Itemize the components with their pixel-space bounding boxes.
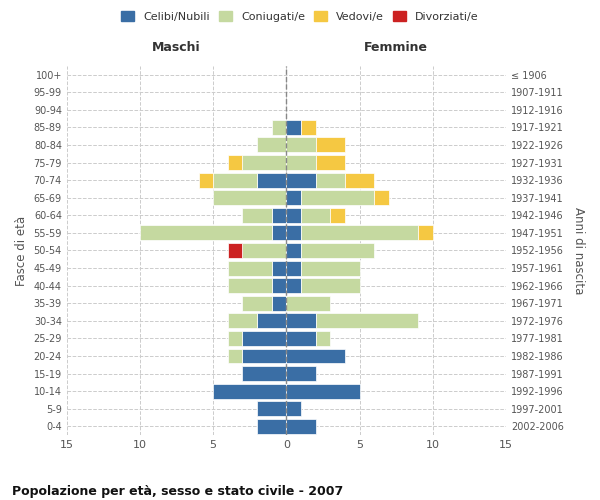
Bar [286, 172, 316, 188]
Text: Maschi: Maschi [152, 40, 201, 54]
Text: Femmine: Femmine [364, 40, 428, 54]
Bar [418, 226, 433, 240]
Bar [213, 172, 257, 188]
Bar [228, 155, 242, 170]
Bar [316, 172, 345, 188]
Bar [228, 348, 242, 364]
Bar [286, 348, 345, 364]
Bar [286, 331, 316, 346]
Text: Popolazione per età, sesso e stato civile - 2007: Popolazione per età, sesso e stato civil… [12, 484, 343, 498]
Bar [228, 243, 242, 258]
Bar [228, 260, 272, 276]
Bar [272, 278, 286, 293]
Bar [286, 419, 316, 434]
Bar [228, 331, 242, 346]
Bar [301, 260, 359, 276]
Bar [272, 296, 286, 310]
Bar [286, 402, 301, 416]
Bar [316, 155, 345, 170]
Bar [242, 348, 286, 364]
Bar [286, 243, 301, 258]
Bar [286, 366, 316, 381]
Bar [301, 190, 374, 205]
Bar [301, 208, 330, 223]
Bar [286, 384, 359, 398]
Bar [286, 314, 316, 328]
Bar [228, 278, 272, 293]
Bar [213, 190, 286, 205]
Bar [286, 260, 301, 276]
Bar [316, 138, 345, 152]
Bar [301, 226, 418, 240]
Bar [272, 208, 286, 223]
Bar [272, 260, 286, 276]
Y-axis label: Anni di nascita: Anni di nascita [572, 207, 585, 294]
Bar [228, 314, 257, 328]
Bar [272, 120, 286, 135]
Bar [213, 384, 286, 398]
Bar [286, 190, 301, 205]
Bar [242, 366, 286, 381]
Bar [301, 120, 316, 135]
Bar [301, 243, 374, 258]
Bar [242, 243, 286, 258]
Bar [257, 172, 286, 188]
Bar [374, 190, 389, 205]
Bar [286, 226, 301, 240]
Bar [330, 208, 345, 223]
Bar [257, 138, 286, 152]
Bar [286, 138, 316, 152]
Bar [242, 296, 272, 310]
Bar [257, 314, 286, 328]
Bar [286, 120, 301, 135]
Bar [257, 419, 286, 434]
Bar [272, 226, 286, 240]
Bar [286, 208, 301, 223]
Bar [199, 172, 213, 188]
Bar [257, 402, 286, 416]
Bar [345, 172, 374, 188]
Bar [286, 155, 316, 170]
Bar [242, 208, 272, 223]
Bar [286, 278, 301, 293]
Bar [301, 278, 359, 293]
Bar [242, 155, 286, 170]
Bar [316, 331, 330, 346]
Bar [140, 226, 272, 240]
Bar [316, 314, 418, 328]
Bar [286, 296, 330, 310]
Legend: Celibi/Nubili, Coniugati/e, Vedovi/e, Divorziati/e: Celibi/Nubili, Coniugati/e, Vedovi/e, Di… [118, 8, 482, 25]
Y-axis label: Fasce di età: Fasce di età [15, 216, 28, 286]
Bar [242, 331, 286, 346]
